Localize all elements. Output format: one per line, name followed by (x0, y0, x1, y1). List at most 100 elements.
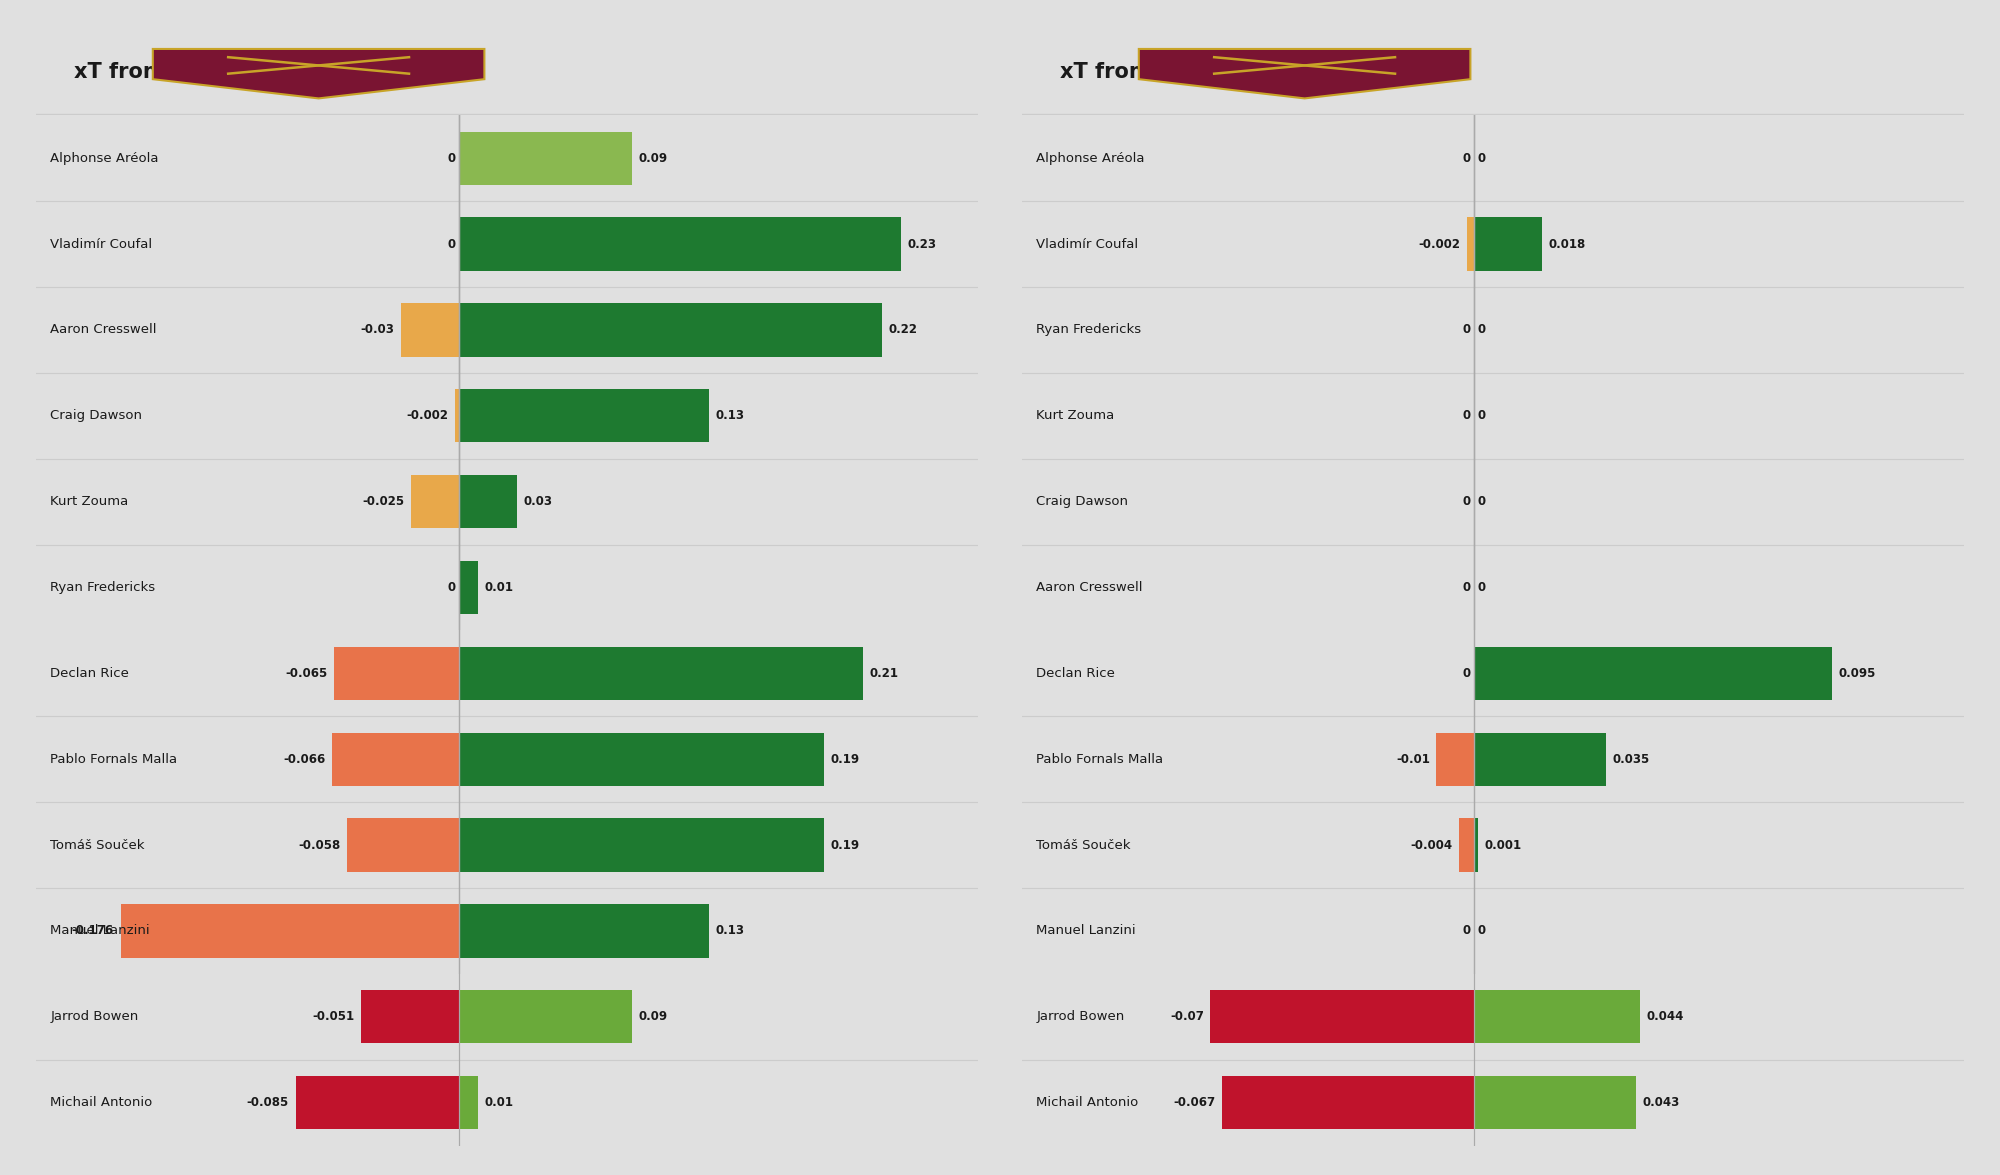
Text: 0.01: 0.01 (484, 580, 514, 595)
Bar (348, 819, 458, 872)
Text: Vladimír Coufal: Vladimír Coufal (50, 237, 152, 250)
Text: 0.001: 0.001 (1484, 839, 1522, 852)
Bar (1474, 819, 1478, 872)
Text: -0.058: -0.058 (298, 839, 340, 852)
Text: 0.044: 0.044 (1646, 1010, 1684, 1023)
Text: Kurt Zouma: Kurt Zouma (50, 495, 128, 508)
Text: Craig Dawson: Craig Dawson (1036, 495, 1128, 508)
Text: Alphonse Aréola: Alphonse Aréola (50, 152, 158, 165)
Bar (1474, 646, 1832, 700)
Polygon shape (152, 49, 484, 99)
Text: -0.067: -0.067 (1172, 1096, 1216, 1109)
Text: Kurt Zouma: Kurt Zouma (1036, 409, 1114, 422)
Bar (456, 389, 458, 443)
Text: Jarrod Bowen: Jarrod Bowen (1036, 1010, 1124, 1023)
Text: Declan Rice: Declan Rice (50, 667, 130, 680)
Text: -0.085: -0.085 (246, 1096, 288, 1109)
Text: Manuel Lanzini: Manuel Lanzini (1036, 925, 1136, 938)
Text: 0: 0 (1478, 495, 1486, 508)
Text: 0.09: 0.09 (638, 152, 668, 165)
Bar (1474, 991, 1640, 1043)
Text: 0.03: 0.03 (524, 495, 552, 508)
Bar (296, 1076, 458, 1129)
Text: Michail Antonio: Michail Antonio (1036, 1096, 1138, 1109)
Text: Tomáš Souček: Tomáš Souček (50, 839, 144, 852)
Text: Alphonse Aréola: Alphonse Aréola (1036, 152, 1144, 165)
Text: 0.13: 0.13 (716, 925, 744, 938)
Text: 0.095: 0.095 (1838, 667, 1876, 680)
Bar (458, 303, 882, 356)
Text: -0.002: -0.002 (406, 409, 448, 422)
Text: Craig Dawson: Craig Dawson (50, 409, 142, 422)
Text: 0: 0 (1462, 152, 1470, 165)
Text: 0: 0 (1478, 409, 1486, 422)
Polygon shape (1138, 49, 1470, 99)
Text: 0.043: 0.043 (1642, 1096, 1680, 1109)
Text: 0: 0 (1478, 580, 1486, 595)
Text: -0.066: -0.066 (284, 753, 326, 766)
Text: 0.19: 0.19 (830, 753, 860, 766)
Bar (458, 1076, 478, 1129)
Text: 0: 0 (448, 580, 456, 595)
Bar (458, 560, 478, 615)
Text: 0: 0 (1462, 925, 1470, 938)
Text: Tomáš Souček: Tomáš Souček (1036, 839, 1130, 852)
Text: 0: 0 (1478, 152, 1486, 165)
Text: Manuel Lanzini: Manuel Lanzini (50, 925, 150, 938)
Text: Jarrod Bowen: Jarrod Bowen (50, 1010, 138, 1023)
Text: xT from Dribbles: xT from Dribbles (1060, 62, 1256, 82)
Bar (458, 733, 824, 786)
Text: 0: 0 (1462, 580, 1470, 595)
Bar (458, 389, 708, 443)
Text: 0.13: 0.13 (716, 409, 744, 422)
Bar (1474, 733, 1606, 786)
Text: 0: 0 (448, 152, 456, 165)
Bar (458, 217, 902, 270)
Text: 0.01: 0.01 (484, 1096, 514, 1109)
Text: 0.035: 0.035 (1612, 753, 1650, 766)
Bar (402, 303, 458, 356)
Bar (458, 905, 708, 958)
Text: -0.176: -0.176 (72, 925, 114, 938)
Text: -0.065: -0.065 (286, 667, 328, 680)
Bar (458, 475, 516, 529)
Text: 0: 0 (1478, 323, 1486, 336)
Text: Michail Antonio: Michail Antonio (50, 1096, 152, 1109)
Text: 0.018: 0.018 (1548, 237, 1586, 250)
Bar (1436, 733, 1474, 786)
Text: Pablo Fornals Malla: Pablo Fornals Malla (1036, 753, 1164, 766)
Text: -0.051: -0.051 (312, 1010, 354, 1023)
Bar (332, 733, 458, 786)
Text: 0: 0 (1478, 925, 1486, 938)
Bar (458, 132, 632, 184)
Text: 0.19: 0.19 (830, 839, 860, 852)
Text: -0.01: -0.01 (1396, 753, 1430, 766)
Bar (410, 475, 458, 529)
Text: Pablo Fornals Malla: Pablo Fornals Malla (50, 753, 178, 766)
Text: 0.21: 0.21 (870, 667, 898, 680)
Bar (120, 905, 458, 958)
Bar (458, 991, 632, 1043)
Text: Ryan Fredericks: Ryan Fredericks (50, 580, 156, 595)
Bar (1466, 217, 1474, 270)
Text: 0.23: 0.23 (908, 237, 936, 250)
Bar (458, 819, 824, 872)
Text: -0.03: -0.03 (360, 323, 394, 336)
Text: 0: 0 (1462, 323, 1470, 336)
Bar (458, 646, 862, 700)
Text: 0.09: 0.09 (638, 1010, 668, 1023)
Text: 0: 0 (1462, 409, 1470, 422)
Bar (1222, 1076, 1474, 1129)
Text: Declan Rice: Declan Rice (1036, 667, 1116, 680)
Text: 0: 0 (1462, 667, 1470, 680)
Text: 0: 0 (448, 237, 456, 250)
Text: Aaron Cresswell: Aaron Cresswell (50, 323, 156, 336)
Text: xT from Passes: xT from Passes (74, 62, 252, 82)
Text: 0: 0 (1462, 495, 1470, 508)
Bar (1210, 991, 1474, 1043)
Text: Aaron Cresswell: Aaron Cresswell (1036, 580, 1142, 595)
Text: Vladimír Coufal: Vladimír Coufal (1036, 237, 1138, 250)
Text: -0.002: -0.002 (1418, 237, 1460, 250)
Bar (1460, 819, 1474, 872)
Bar (360, 991, 458, 1043)
